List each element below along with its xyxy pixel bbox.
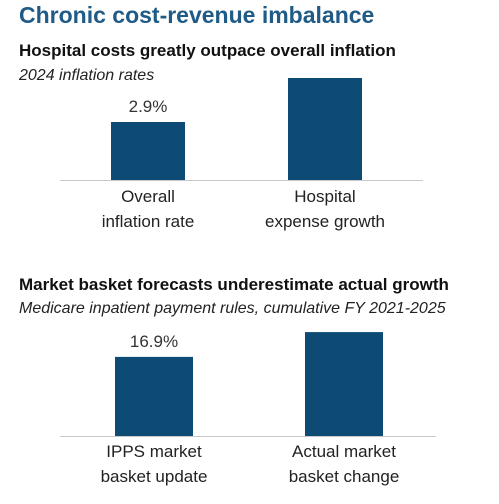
chart1-subtitle: 2024 inflation rates bbox=[19, 67, 155, 84]
chart1-tick-label-1-line-1: Overall bbox=[121, 187, 175, 206]
chart2-bar-1 bbox=[115, 356, 193, 436]
chart2-bar-2 bbox=[305, 332, 383, 436]
chart1-tick-label-1-line-2: inflation rate bbox=[102, 212, 195, 231]
chart1-bar-2 bbox=[288, 78, 362, 180]
chart1-tick-label-2-line-1: Hospital bbox=[294, 187, 355, 206]
chart2-subtitle: Medicare inpatient payment rules, cumula… bbox=[19, 300, 446, 317]
page-title: Chronic cost-revenue imbalance bbox=[19, 2, 375, 28]
chart2-title: Market basket forecasts underestimate ac… bbox=[19, 275, 449, 294]
chart1-data-label-1: 2.9% bbox=[129, 97, 168, 116]
chart1-bar-1 bbox=[111, 122, 185, 180]
chart1-tick-label-2-line-2: expense growth bbox=[265, 212, 385, 231]
chart2-tick-label-1-line-2: basket update bbox=[101, 467, 208, 486]
chart2-tick-label-2-line-2: basket change bbox=[289, 467, 400, 486]
chart2-tick-label-1-line-1: IPPS market bbox=[106, 442, 202, 461]
chart2-tick-label-2-line-1: Actual market bbox=[292, 442, 396, 461]
chart2-data-label-1: 16.9% bbox=[130, 332, 178, 351]
chart1-title: Hospital costs greatly outpace overall i… bbox=[19, 41, 396, 60]
